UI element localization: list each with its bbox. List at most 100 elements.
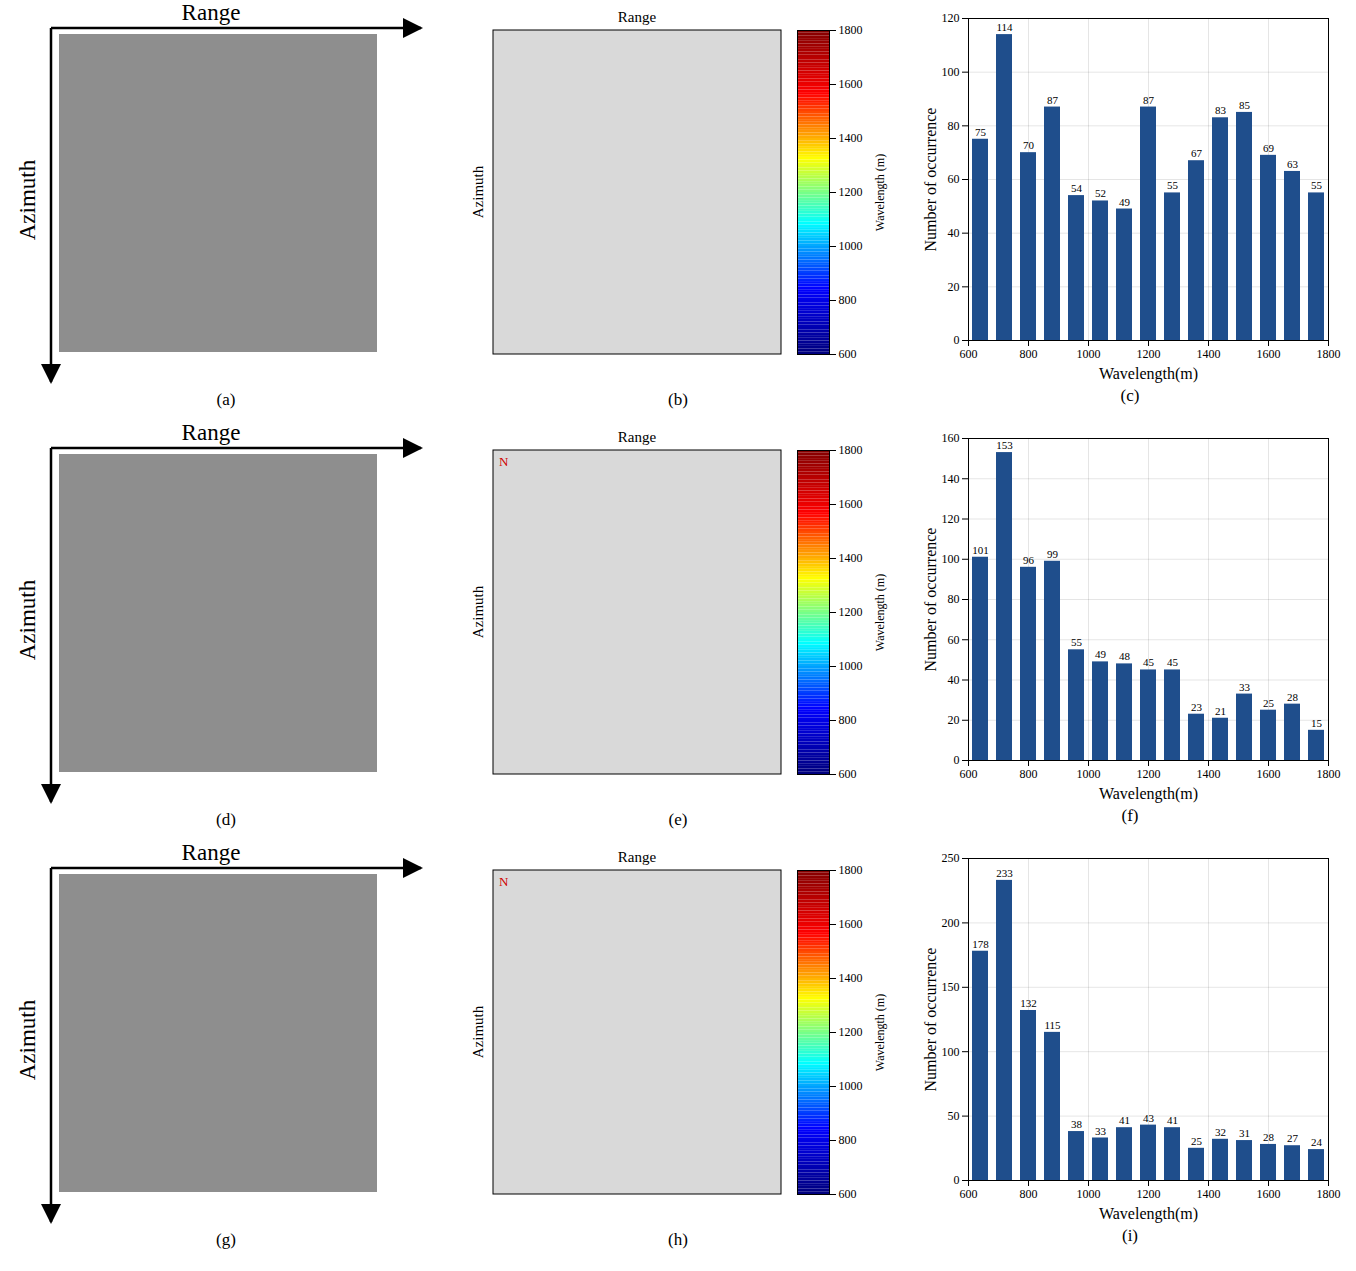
svg-text:600: 600 xyxy=(839,767,857,781)
svg-text:800: 800 xyxy=(1020,347,1038,361)
svg-text:1000: 1000 xyxy=(1077,767,1101,781)
svg-text:38: 38 xyxy=(1071,1118,1083,1130)
svg-text:100: 100 xyxy=(942,65,960,79)
svg-text:600: 600 xyxy=(839,347,857,361)
svg-text:33: 33 xyxy=(1239,681,1251,693)
svg-text:600: 600 xyxy=(839,1187,857,1201)
svg-text:55: 55 xyxy=(1167,179,1179,191)
svg-text:Number of occurrence: Number of occurrence xyxy=(922,948,939,1092)
svg-text:153: 153 xyxy=(996,439,1013,451)
svg-text:40: 40 xyxy=(948,673,960,687)
svg-text:40: 40 xyxy=(948,226,960,240)
svg-text:Azimuth: Azimuth xyxy=(15,579,40,660)
svg-text:23: 23 xyxy=(1191,701,1203,713)
svg-text:Range: Range xyxy=(182,840,241,865)
svg-text:Range: Range xyxy=(182,0,241,25)
svg-text:67: 67 xyxy=(1191,147,1203,159)
svg-text:87: 87 xyxy=(1143,94,1155,106)
svg-text:70: 70 xyxy=(1023,139,1035,151)
svg-text:N: N xyxy=(499,874,509,889)
svg-text:Wavelength(m): Wavelength(m) xyxy=(1099,365,1198,383)
svg-text:132: 132 xyxy=(1020,997,1037,1009)
svg-text:Azimuth: Azimuth xyxy=(470,1005,486,1058)
svg-text:75: 75 xyxy=(975,126,987,138)
svg-text:1000: 1000 xyxy=(839,659,863,673)
svg-text:1600: 1600 xyxy=(839,497,863,511)
svg-text:N: N xyxy=(499,454,509,469)
svg-text:600: 600 xyxy=(960,767,978,781)
svg-text:52: 52 xyxy=(1095,187,1106,199)
svg-text:41: 41 xyxy=(1119,1114,1130,1126)
svg-text:80: 80 xyxy=(948,592,960,606)
svg-text:Wavelength (m): Wavelength (m) xyxy=(873,574,887,651)
svg-text:27: 27 xyxy=(1287,1132,1299,1144)
svg-text:85: 85 xyxy=(1239,99,1251,111)
svg-text:32: 32 xyxy=(1215,1126,1226,1138)
svg-text:Wavelength(m): Wavelength(m) xyxy=(1099,785,1198,803)
svg-text:1800: 1800 xyxy=(1317,1187,1341,1201)
svg-text:100: 100 xyxy=(942,1045,960,1059)
svg-text:1800: 1800 xyxy=(1317,347,1341,361)
svg-text:50: 50 xyxy=(948,1109,960,1123)
svg-text:1600: 1600 xyxy=(839,77,863,91)
svg-text:800: 800 xyxy=(1020,1187,1038,1201)
svg-text:80: 80 xyxy=(948,119,960,133)
svg-text:96: 96 xyxy=(1023,554,1035,566)
svg-text:800: 800 xyxy=(839,713,857,727)
svg-text:100: 100 xyxy=(942,552,960,566)
svg-text:25: 25 xyxy=(1191,1135,1203,1147)
svg-text:Wavelength(m): Wavelength(m) xyxy=(1099,1205,1198,1223)
svg-text:15: 15 xyxy=(1311,717,1323,729)
svg-text:1000: 1000 xyxy=(839,239,863,253)
svg-text:Azimuth: Azimuth xyxy=(15,159,40,240)
svg-text:49: 49 xyxy=(1119,196,1131,208)
svg-text:60: 60 xyxy=(948,172,960,186)
svg-text:1600: 1600 xyxy=(1257,767,1281,781)
svg-text:1800: 1800 xyxy=(839,23,863,37)
svg-text:1200: 1200 xyxy=(1137,347,1161,361)
svg-text:Number of occurrence: Number of occurrence xyxy=(922,108,939,252)
svg-text:250: 250 xyxy=(942,851,960,865)
svg-text:1000: 1000 xyxy=(1077,347,1101,361)
svg-text:99: 99 xyxy=(1047,548,1059,560)
svg-text:200: 200 xyxy=(942,916,960,930)
svg-text:28: 28 xyxy=(1263,1131,1275,1143)
svg-text:1600: 1600 xyxy=(839,917,863,931)
svg-text:1400: 1400 xyxy=(839,131,863,145)
svg-text:Azimuth: Azimuth xyxy=(15,999,40,1080)
svg-text:140: 140 xyxy=(942,472,960,486)
svg-text:1400: 1400 xyxy=(1197,767,1221,781)
svg-text:1400: 1400 xyxy=(1197,1187,1221,1201)
svg-text:54: 54 xyxy=(1071,182,1083,194)
svg-text:69: 69 xyxy=(1263,142,1275,154)
svg-text:45: 45 xyxy=(1143,656,1155,668)
svg-text:1800: 1800 xyxy=(839,863,863,877)
svg-text:800: 800 xyxy=(839,1133,857,1147)
svg-text:48: 48 xyxy=(1119,650,1131,662)
svg-text:115: 115 xyxy=(1044,1019,1061,1031)
svg-text:0: 0 xyxy=(954,753,960,767)
svg-text:83: 83 xyxy=(1215,104,1227,116)
svg-text:28: 28 xyxy=(1287,691,1299,703)
svg-text:160: 160 xyxy=(942,431,960,445)
svg-text:1600: 1600 xyxy=(1257,347,1281,361)
svg-text:1000: 1000 xyxy=(1077,1187,1101,1201)
svg-text:150: 150 xyxy=(942,980,960,994)
svg-text:Range: Range xyxy=(618,9,657,25)
svg-text:600: 600 xyxy=(960,347,978,361)
svg-text:63: 63 xyxy=(1287,158,1299,170)
svg-text:1200: 1200 xyxy=(1137,767,1161,781)
svg-text:Range: Range xyxy=(182,420,241,445)
svg-text:33: 33 xyxy=(1095,1125,1107,1137)
svg-text:20: 20 xyxy=(948,713,960,727)
svg-text:49: 49 xyxy=(1095,648,1107,660)
svg-text:1200: 1200 xyxy=(1137,1187,1161,1201)
svg-text:21: 21 xyxy=(1215,705,1226,717)
svg-text:101: 101 xyxy=(972,544,989,556)
svg-text:55: 55 xyxy=(1311,179,1323,191)
svg-text:120: 120 xyxy=(942,512,960,526)
svg-text:25: 25 xyxy=(1263,697,1275,709)
svg-text:1400: 1400 xyxy=(1197,347,1221,361)
svg-text:800: 800 xyxy=(839,293,857,307)
svg-text:0: 0 xyxy=(954,1173,960,1187)
